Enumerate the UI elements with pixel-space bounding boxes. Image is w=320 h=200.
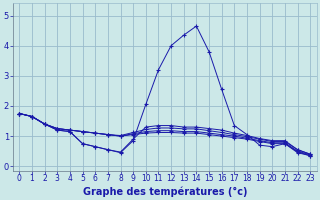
X-axis label: Graphe des températures (°c): Graphe des températures (°c)	[83, 186, 247, 197]
